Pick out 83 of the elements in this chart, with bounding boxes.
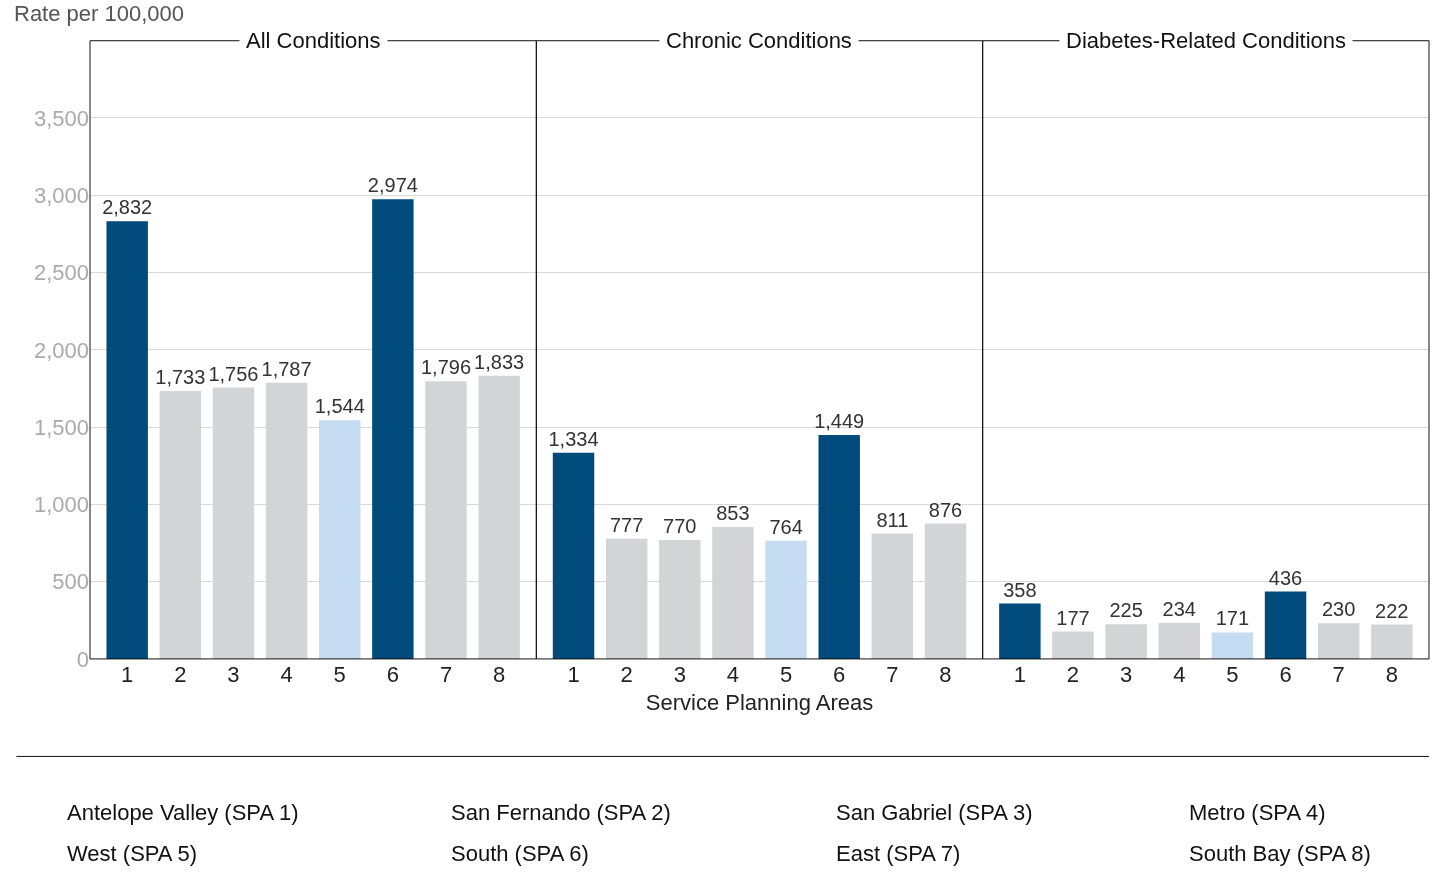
text: South (SPA 6) bbox=[451, 841, 589, 866]
y-tick-label: 0 bbox=[76, 646, 89, 672]
bar bbox=[1105, 624, 1147, 659]
chart-title: All Conditions bbox=[246, 28, 381, 53]
x-tick-label: 1 bbox=[121, 661, 134, 687]
x-tick-label: 4 bbox=[280, 661, 293, 687]
bar bbox=[552, 452, 595, 659]
x-tick-label: 5 bbox=[333, 661, 346, 687]
x-tick-label: 4 bbox=[726, 661, 740, 687]
bar bbox=[372, 199, 414, 659]
x-tick-label: 8 bbox=[939, 661, 952, 687]
x-tick-label: 3 bbox=[1120, 661, 1133, 687]
data-label: 811 bbox=[876, 508, 909, 531]
text: East (SPA 7) bbox=[836, 841, 961, 866]
data-label: 1,733 bbox=[155, 366, 206, 389]
data-label: 2,974 bbox=[367, 174, 418, 197]
text: South Bay (SPA 8) bbox=[1189, 841, 1371, 866]
bar bbox=[765, 540, 807, 659]
y-tick-label: 3,500 bbox=[33, 105, 89, 131]
chart-title: Chronic Conditions bbox=[666, 28, 852, 53]
x-tick-label: 3 bbox=[673, 661, 686, 687]
x-tick-label: 8 bbox=[1385, 661, 1398, 687]
x-tick-label: 2 bbox=[174, 661, 187, 687]
bar bbox=[1371, 624, 1413, 659]
bar bbox=[1317, 623, 1360, 659]
data-label: 777 bbox=[609, 513, 644, 536]
x-tick-label: 7 bbox=[886, 661, 899, 687]
x-axis-title: Service Planning Areas bbox=[645, 689, 874, 715]
x-tick-label: 6 bbox=[1279, 661, 1292, 687]
data-label: 1,544 bbox=[314, 395, 365, 418]
y-tick-label: 2,000 bbox=[33, 337, 89, 363]
bar bbox=[1052, 631, 1094, 659]
data-label: 770 bbox=[663, 514, 697, 537]
data-label: 1,334 bbox=[548, 427, 599, 450]
chart-title: Diabetes-Related Conditions bbox=[1066, 28, 1347, 53]
bar bbox=[1158, 622, 1200, 659]
bar bbox=[1264, 591, 1307, 659]
x-tick-label: 5 bbox=[779, 661, 793, 687]
x-tick-label: 7 bbox=[439, 661, 453, 687]
y-axis-title: Rate per 100,000 bbox=[14, 1, 185, 26]
data-label: 2,832 bbox=[102, 196, 153, 219]
text: West (SPA 5) bbox=[67, 841, 198, 866]
data-label: 358 bbox=[1003, 578, 1037, 601]
text: Antelope Valley (SPA 1) bbox=[67, 800, 299, 825]
x-tick-label: 2 bbox=[1066, 661, 1080, 687]
text: San Gabriel (SPA 3) bbox=[836, 800, 1033, 825]
x-tick-label: 6 bbox=[833, 661, 846, 687]
data-label: 436 bbox=[1268, 566, 1303, 589]
y-tick-label: 500 bbox=[52, 569, 89, 595]
x-tick-label: 5 bbox=[1226, 661, 1239, 687]
x-tick-label: 4 bbox=[1173, 661, 1186, 687]
data-label: 764 bbox=[769, 515, 803, 538]
data-label: 1,833 bbox=[474, 350, 525, 373]
data-label: 225 bbox=[1109, 599, 1143, 622]
data-label: 1,787 bbox=[261, 357, 312, 380]
bar bbox=[999, 603, 1041, 659]
data-label: 1,796 bbox=[420, 356, 472, 379]
text: San Fernando (SPA 2) bbox=[451, 800, 671, 825]
data-label: 1,449 bbox=[814, 409, 865, 432]
bar bbox=[818, 434, 860, 659]
data-label: 177 bbox=[1056, 606, 1090, 629]
x-tick-label: 7 bbox=[1332, 661, 1345, 687]
y-tick-label: 2,500 bbox=[33, 260, 89, 286]
y-tick-label: 1,000 bbox=[33, 492, 89, 518]
x-tick-label: 1 bbox=[567, 661, 580, 687]
x-tick-label: 8 bbox=[493, 661, 506, 687]
data-label: 1,756 bbox=[208, 362, 259, 385]
bar bbox=[106, 221, 148, 659]
data-label: 876 bbox=[928, 498, 963, 521]
data-label: 230 bbox=[1321, 598, 1356, 621]
data-label: 171 bbox=[1215, 607, 1250, 630]
data-label: 234 bbox=[1162, 597, 1196, 620]
bar bbox=[1211, 632, 1254, 659]
x-tick-label: 1 bbox=[1013, 661, 1026, 687]
bar bbox=[319, 420, 361, 659]
x-tick-label: 3 bbox=[227, 661, 240, 687]
x-tick-label: 6 bbox=[386, 661, 399, 687]
y-tick-label: 3,000 bbox=[33, 182, 89, 208]
text: Metro (SPA 4) bbox=[1189, 800, 1326, 825]
x-tick-label: 2 bbox=[620, 661, 633, 687]
y-tick-label: 1,500 bbox=[33, 414, 89, 440]
data-label: 853 bbox=[716, 502, 750, 525]
data-label: 222 bbox=[1375, 599, 1409, 622]
